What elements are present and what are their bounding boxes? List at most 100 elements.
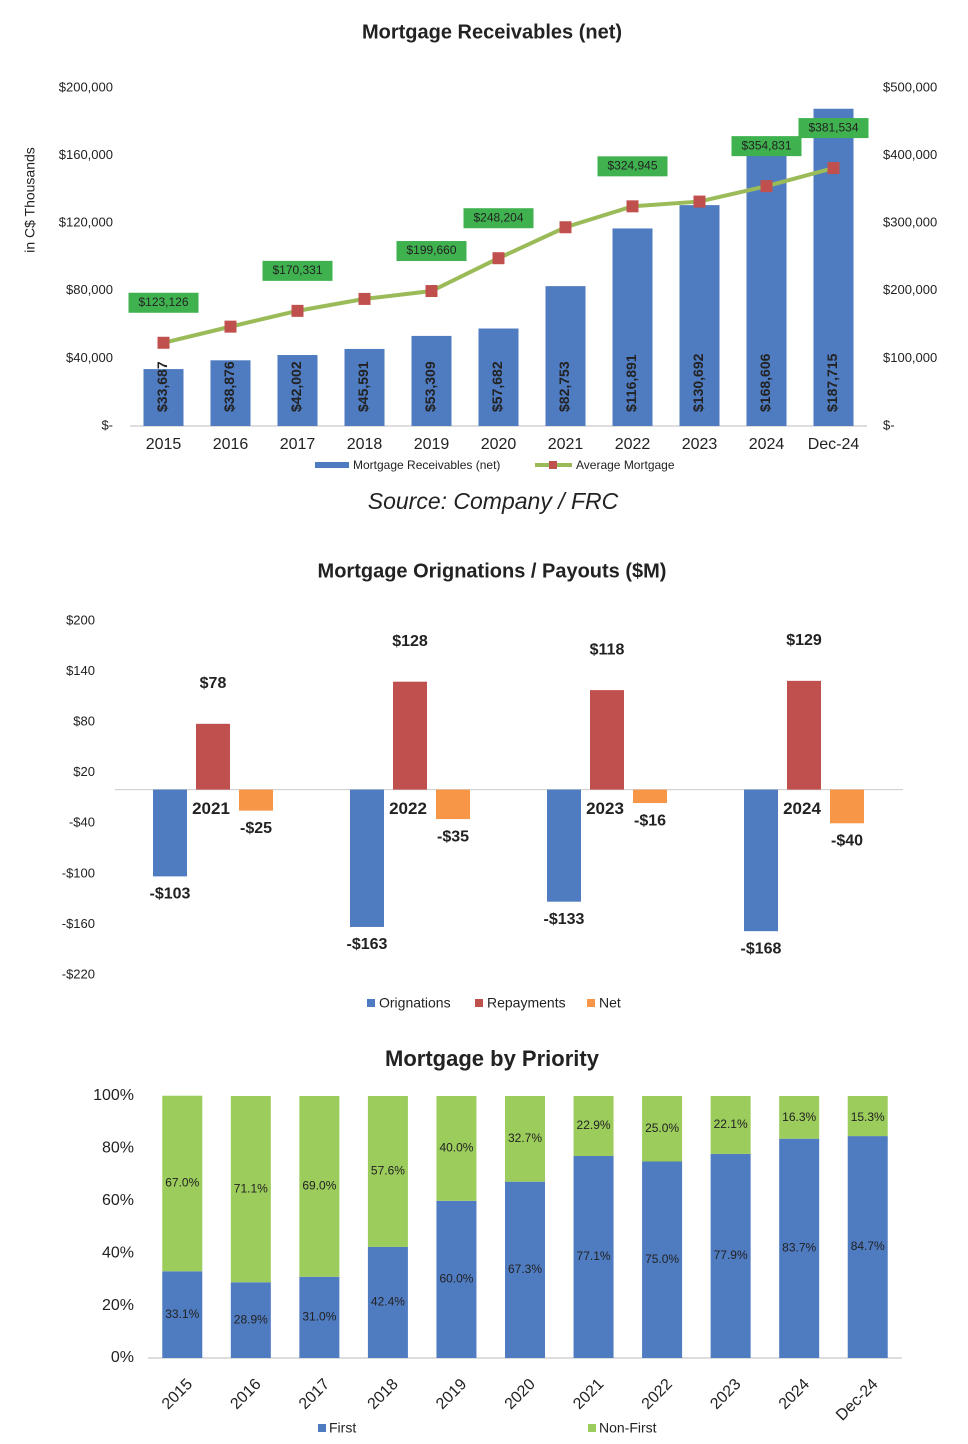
bar-value-label: $57,682 xyxy=(489,361,505,412)
y-tick-label: -$220 xyxy=(62,966,95,981)
y-tick-label: $- xyxy=(101,417,113,432)
y2-tick-label: $100,000 xyxy=(883,350,937,365)
line-value-label: $170,331 xyxy=(272,263,322,277)
bar xyxy=(153,789,187,877)
y-tick-label: 100% xyxy=(93,1087,134,1104)
y-tick-label: 60% xyxy=(102,1192,134,1209)
x-tick-label: 2017 xyxy=(280,436,316,453)
x-tick-label: 2022 xyxy=(615,436,651,453)
value-label: -$103 xyxy=(150,886,191,903)
segment-label: 31.0% xyxy=(302,1310,336,1324)
category-label: 2021 xyxy=(192,799,230,818)
x-tick-label: 2022 xyxy=(639,1376,676,1413)
bar-segment xyxy=(573,1155,614,1358)
bar-value-label: $82,753 xyxy=(556,361,572,412)
x-tick-label: 2020 xyxy=(481,436,517,453)
legend-swatch xyxy=(367,999,375,1007)
bar-segment xyxy=(779,1138,820,1358)
line-marker xyxy=(224,320,237,333)
value-label-box xyxy=(597,156,668,177)
segment-label: 15.3% xyxy=(851,1110,885,1124)
segment-label: 22.1% xyxy=(714,1117,748,1131)
line-value-label: $354,831 xyxy=(741,138,791,152)
bar-segment xyxy=(642,1161,683,1358)
bar xyxy=(633,789,667,804)
bar-segment xyxy=(642,1096,683,1162)
segment-label: 22.9% xyxy=(577,1118,611,1132)
source-note: Source: Company / FRC xyxy=(368,488,619,514)
line-marker xyxy=(559,221,572,234)
x-tick-label: 2020 xyxy=(502,1376,539,1413)
bar-segment xyxy=(779,1096,820,1139)
y-tick-label: 80% xyxy=(102,1140,134,1157)
bar-segment xyxy=(573,1096,614,1156)
bar-segment xyxy=(436,1200,477,1358)
line-marker xyxy=(693,195,706,208)
x-tick-label: 2023 xyxy=(682,436,718,453)
segment-label: 25.0% xyxy=(645,1121,679,1135)
segment-label: 77.1% xyxy=(577,1249,611,1263)
bar-value-label: $168,606 xyxy=(757,353,773,412)
value-label-box xyxy=(463,208,534,229)
segment-label: 40.0% xyxy=(439,1141,473,1155)
value-label: -$16 xyxy=(634,812,666,829)
bar xyxy=(277,355,318,426)
value-label: -$35 xyxy=(437,828,469,845)
y-tick-label: -$160 xyxy=(62,916,95,931)
legend-swatch xyxy=(588,1424,596,1432)
segment-label: 57.6% xyxy=(371,1164,405,1178)
bar-segment xyxy=(230,1282,271,1358)
x-tick-label: 2019 xyxy=(414,436,450,453)
y-tick-label: $80,000 xyxy=(66,282,113,297)
bar-value-label: $42,002 xyxy=(288,361,304,412)
legend-label: Net xyxy=(599,995,621,1011)
line-value-label: $199,660 xyxy=(406,243,456,257)
segment-label: 32.7% xyxy=(508,1131,542,1145)
y-tick-label: $40,000 xyxy=(66,350,113,365)
y-tick-label: $20 xyxy=(73,764,95,779)
segment-label: 77.9% xyxy=(714,1248,748,1262)
legend-swatch xyxy=(549,461,557,469)
x-tick-label: 2021 xyxy=(570,1376,607,1413)
bar-value-label: $130,692 xyxy=(690,353,706,412)
value-label: -$163 xyxy=(347,936,388,953)
y-tick-label: $160,000 xyxy=(59,147,113,162)
segment-label: 67.3% xyxy=(508,1262,542,1276)
legend-swatch xyxy=(475,999,483,1007)
bar-segment xyxy=(162,1271,203,1358)
legend-swatch xyxy=(587,999,595,1007)
x-tick-label: 2018 xyxy=(347,436,383,453)
x-tick-label: 2024 xyxy=(776,1376,813,1413)
segment-label: 60.0% xyxy=(439,1272,473,1286)
y2-tick-label: $200,000 xyxy=(883,282,937,297)
y2-tick-label: $300,000 xyxy=(883,215,937,230)
line-marker xyxy=(760,180,773,193)
legend-label: First xyxy=(329,1420,356,1436)
bar-segment xyxy=(710,1153,751,1358)
bar-value-label: $38,876 xyxy=(221,361,237,412)
legend-swatch xyxy=(318,1424,326,1432)
line-marker xyxy=(827,162,840,175)
bar xyxy=(830,789,864,824)
y-tick-label: $80 xyxy=(73,714,95,729)
segment-label: 16.3% xyxy=(782,1110,816,1124)
bar-value-label: $116,891 xyxy=(623,354,639,412)
bar xyxy=(787,680,821,790)
bar-value-label: $33,687 xyxy=(154,361,170,412)
bar xyxy=(744,789,778,932)
bar xyxy=(547,789,581,902)
y2-tick-label: $- xyxy=(883,417,895,432)
line-value-label: $324,945 xyxy=(607,159,657,173)
bar xyxy=(350,789,384,927)
bar xyxy=(143,369,184,426)
y-tick-label: $140 xyxy=(66,663,95,678)
line-marker xyxy=(157,336,170,349)
value-label: -$40 xyxy=(831,833,863,850)
y-tick-label: 0% xyxy=(111,1349,134,1366)
x-tick-label: 2015 xyxy=(146,436,182,453)
value-label-box xyxy=(262,260,333,281)
y-tick-label: -$100 xyxy=(62,865,95,880)
value-label: $129 xyxy=(786,632,822,649)
legend-label: Mortgage Receivables (net) xyxy=(353,458,500,472)
bar-segment xyxy=(847,1136,888,1358)
